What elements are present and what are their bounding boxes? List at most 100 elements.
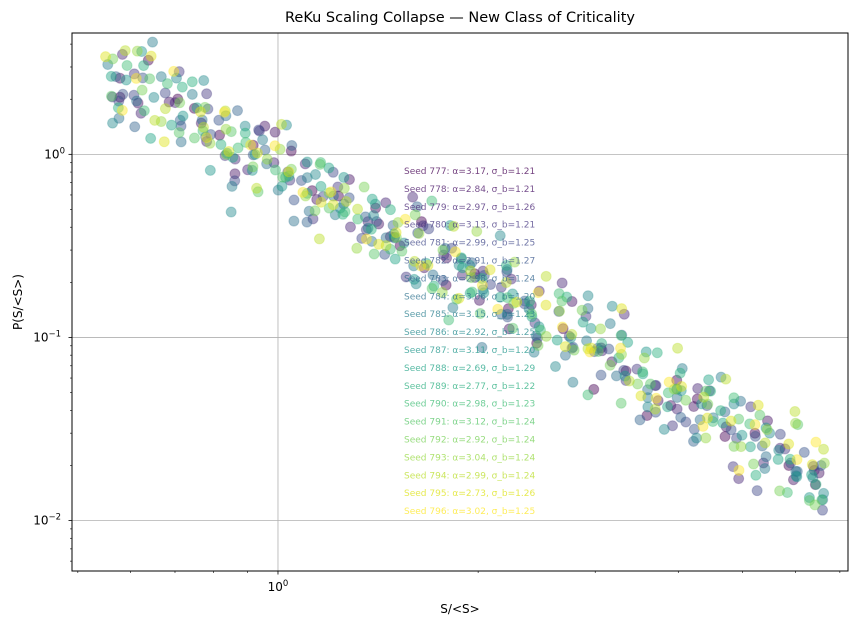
data-point (671, 403, 683, 415)
data-point (455, 253, 467, 265)
data-point (286, 139, 298, 151)
data-point (774, 428, 786, 440)
data-point (540, 330, 552, 342)
data-point (438, 249, 450, 261)
data-point (759, 437, 771, 449)
data-point (128, 89, 140, 101)
data-point (474, 308, 486, 320)
data-point (288, 194, 300, 206)
data-point (731, 432, 743, 444)
data-point (280, 171, 292, 183)
data-point (369, 198, 381, 210)
data-point (566, 296, 578, 308)
data-point (116, 48, 128, 60)
data-point (337, 208, 349, 220)
data-point (523, 303, 535, 315)
data-point (159, 103, 171, 115)
data-point (783, 438, 795, 450)
data-point (745, 401, 757, 413)
data-point (259, 120, 271, 132)
data-point (444, 220, 456, 232)
data-point (728, 440, 740, 452)
data-point (623, 375, 635, 387)
data-point (239, 127, 251, 139)
data-point (502, 311, 514, 323)
data-point (225, 126, 237, 138)
data-point (720, 373, 732, 385)
data-point (807, 460, 819, 472)
data-point (566, 342, 578, 354)
data-point (437, 275, 449, 287)
data-point (549, 361, 561, 373)
data-point (637, 366, 649, 378)
y-axis-label: P(S/<S>) (11, 274, 25, 330)
data-point (231, 105, 243, 117)
legend-entry: Seed 786: α=2.92, σ_b=1.25 (404, 328, 535, 338)
data-point (199, 101, 211, 113)
x-axis-ticks: 100 (77, 571, 841, 594)
data-point (615, 397, 627, 409)
data-point (688, 435, 700, 447)
data-point (409, 209, 421, 221)
data-point (761, 424, 773, 436)
data-point (380, 197, 392, 209)
data-point (702, 398, 714, 410)
data-point (313, 233, 325, 245)
data-point (501, 308, 513, 320)
data-point (792, 419, 804, 431)
data-point (384, 231, 396, 243)
data-point (720, 421, 732, 433)
data-point (251, 182, 263, 194)
data-point (790, 417, 802, 429)
data-point (129, 121, 141, 133)
data-point (585, 342, 597, 354)
data-point (644, 378, 656, 390)
grid-lines (72, 33, 848, 571)
data-point (650, 379, 662, 391)
data-point (339, 206, 351, 218)
data-point (440, 279, 452, 291)
data-point (269, 140, 281, 152)
legend-entry: Seed 790: α=2.98, σ_b=1.23 (404, 400, 535, 410)
data-point (785, 457, 797, 469)
data-point (138, 105, 150, 117)
data-point (329, 209, 341, 221)
data-point (456, 269, 468, 281)
legend-entry: Seed 793: α=3.04, σ_b=1.24 (404, 453, 535, 463)
data-point (301, 156, 313, 168)
data-point (650, 392, 662, 404)
data-point (696, 398, 708, 410)
data-point (728, 398, 740, 410)
data-point (615, 348, 627, 360)
data-point (145, 50, 157, 62)
data-point (595, 369, 607, 381)
data-point (791, 465, 803, 477)
data-point (436, 286, 448, 298)
y-tick-label: 10−2 (33, 513, 61, 528)
data-point (809, 499, 821, 511)
data-point (145, 132, 157, 144)
data-point (120, 74, 132, 86)
legend-entry: Seed 796: α=3.02, σ_b=1.25 (404, 507, 535, 517)
data-point (809, 479, 821, 491)
data-point (437, 244, 449, 256)
data-point (448, 220, 460, 232)
data-point (471, 225, 483, 237)
data-point (642, 392, 654, 404)
data-point (616, 329, 628, 341)
data-point (301, 172, 313, 184)
data-point (494, 291, 506, 303)
data-point (358, 181, 370, 193)
data-point (170, 72, 182, 84)
data-point (297, 186, 309, 198)
data-point (757, 457, 769, 469)
data-point (540, 299, 552, 311)
data-point (259, 144, 271, 156)
data-point (220, 123, 232, 135)
data-point (613, 352, 625, 364)
data-point (507, 322, 519, 334)
data-point (309, 168, 321, 180)
data-point (478, 269, 490, 281)
data-point (188, 132, 200, 144)
